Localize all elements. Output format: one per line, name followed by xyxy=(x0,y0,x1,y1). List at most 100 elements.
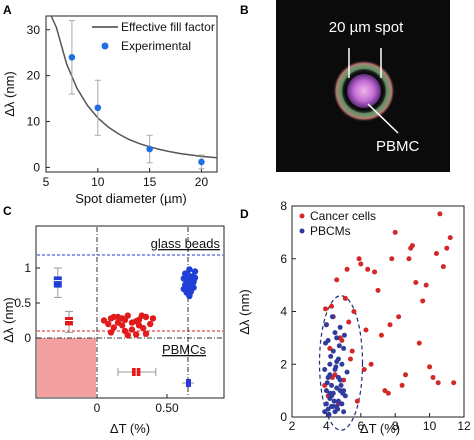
panel-d-label: D xyxy=(240,207,249,221)
x-tick-label: 5 xyxy=(43,175,50,189)
pbcm-point xyxy=(330,348,336,354)
experimental-point xyxy=(68,53,76,61)
cancer-cell-point xyxy=(416,340,422,346)
panel-d-xlabel: ΔT (%) xyxy=(360,421,400,436)
pbcm-point xyxy=(323,401,329,407)
panel-c-plot-frame xyxy=(35,225,225,399)
cancer-cell-point xyxy=(423,282,429,288)
cancer-cell-point xyxy=(403,372,409,378)
cancer-cell-point xyxy=(385,390,391,396)
legend-line-label: Effective fill factor xyxy=(121,20,215,34)
cancer-cell-point xyxy=(368,361,374,367)
y-tick-label: 0 xyxy=(280,410,287,424)
cancer-cell-point xyxy=(375,287,381,293)
cancer-cell-point xyxy=(365,266,371,272)
cancer-cell-point xyxy=(358,261,364,267)
pbcm-point xyxy=(325,406,331,412)
pbmc-point xyxy=(128,326,136,333)
pbcm-point xyxy=(330,403,336,409)
pbcm-point xyxy=(339,401,345,407)
panel-a: A 5 10 15 20 0 10 20 30 Effective fill factor E… xyxy=(2,3,218,206)
pbcm-point xyxy=(341,409,347,415)
pbcm-point xyxy=(337,324,343,330)
pbcm-point xyxy=(334,403,340,409)
pbcm-point xyxy=(324,380,330,386)
pbcm-point xyxy=(329,314,335,320)
cancer-cell-point xyxy=(327,345,333,351)
panel-b: B 20 µm spot PBMC xyxy=(240,0,450,172)
pbcm-point xyxy=(329,382,335,388)
panel-a-marks xyxy=(50,15,218,170)
x-tick-label: 10 xyxy=(423,419,437,433)
pbmc-point xyxy=(110,313,118,321)
panel-a-legend: Effective fill factor Experimental xyxy=(92,20,215,53)
cancer-cell-point xyxy=(323,306,329,312)
cancer-cell-point xyxy=(427,364,433,370)
panel-d-legend: Cancer cells PBCMs xyxy=(299,209,376,238)
y-tick-label: 8 xyxy=(280,199,287,213)
legend-pbmc-swatch xyxy=(299,228,305,234)
pbmc-point xyxy=(138,312,145,319)
bead-point xyxy=(190,284,197,291)
cancer-cell-point xyxy=(334,277,340,283)
bead-point xyxy=(191,274,199,281)
x-tick-label: 2 xyxy=(289,419,296,433)
x-tick-label: 8 xyxy=(392,419,399,433)
fill-factor-curve xyxy=(50,15,218,159)
panel-a-ylabel: Δλ (nm) xyxy=(2,71,17,117)
pbcm-point xyxy=(333,364,339,370)
cancer-cell-point xyxy=(399,382,405,388)
cancer-cell-point xyxy=(356,256,362,262)
x-tick-label: 10 xyxy=(91,175,105,189)
box-body xyxy=(53,276,62,288)
y-tick-label: 6 xyxy=(280,252,287,266)
legend-point-label: Experimental xyxy=(121,39,191,53)
pbcm-point xyxy=(331,398,337,404)
pbcm-point xyxy=(335,374,341,380)
x-tick-label: 6 xyxy=(357,419,364,433)
cancer-cell-point xyxy=(382,388,388,394)
cancer-cell-point xyxy=(413,279,419,285)
cancer-cell-point xyxy=(378,332,384,338)
pbcm-point xyxy=(327,390,333,396)
y-tick-label: 0 xyxy=(33,160,40,174)
pbcm-point xyxy=(328,353,334,359)
legend-point-swatch xyxy=(101,42,109,50)
pbcm-point xyxy=(322,367,328,373)
pbcm-cluster-ellipse xyxy=(318,295,364,431)
cancer-cell-point xyxy=(420,298,426,304)
pbmc-point xyxy=(142,330,150,337)
pbmc-point xyxy=(133,318,140,325)
cancer-cell-point xyxy=(430,374,436,380)
pbcm-point xyxy=(339,361,345,367)
legend-cancer-label: Cancer cells xyxy=(310,209,376,223)
panel-a-axes: 5 10 15 20 0 10 20 30 xyxy=(27,23,209,189)
pbmc-point xyxy=(100,317,108,324)
x-tick-label: 20 xyxy=(195,175,209,189)
x-tick-label: 15 xyxy=(143,175,157,189)
pbmc-point xyxy=(119,315,126,322)
pbcm-point xyxy=(325,338,331,344)
cancer-cell-point xyxy=(435,380,441,386)
panel-c-axes: 0 0.50 0 0.5 1 xyxy=(14,261,179,415)
y-tick-label: 30 xyxy=(27,23,41,37)
pbmc-point xyxy=(110,324,118,331)
pbmc-pointer xyxy=(367,103,399,134)
pbcm-point xyxy=(341,332,347,338)
y-tick-label: 1 xyxy=(24,261,31,275)
panel-b-label: B xyxy=(240,3,249,17)
pbcm-point xyxy=(322,409,328,415)
panel-d-ylabel: Δλ (nm) xyxy=(237,289,252,335)
cancer-cell-point xyxy=(351,309,357,314)
bead-point xyxy=(182,281,189,288)
cancer-cell-point xyxy=(389,256,395,262)
cancer-cell-point xyxy=(372,269,378,275)
beads-hbox-body xyxy=(186,379,191,387)
cancer-cell-point xyxy=(444,245,450,251)
cancer-cell-point xyxy=(346,319,352,325)
legend-cancer-swatch xyxy=(299,213,305,219)
cancer-cell-point xyxy=(396,314,402,320)
bead-point xyxy=(183,287,190,294)
pbcm-point xyxy=(344,369,350,375)
